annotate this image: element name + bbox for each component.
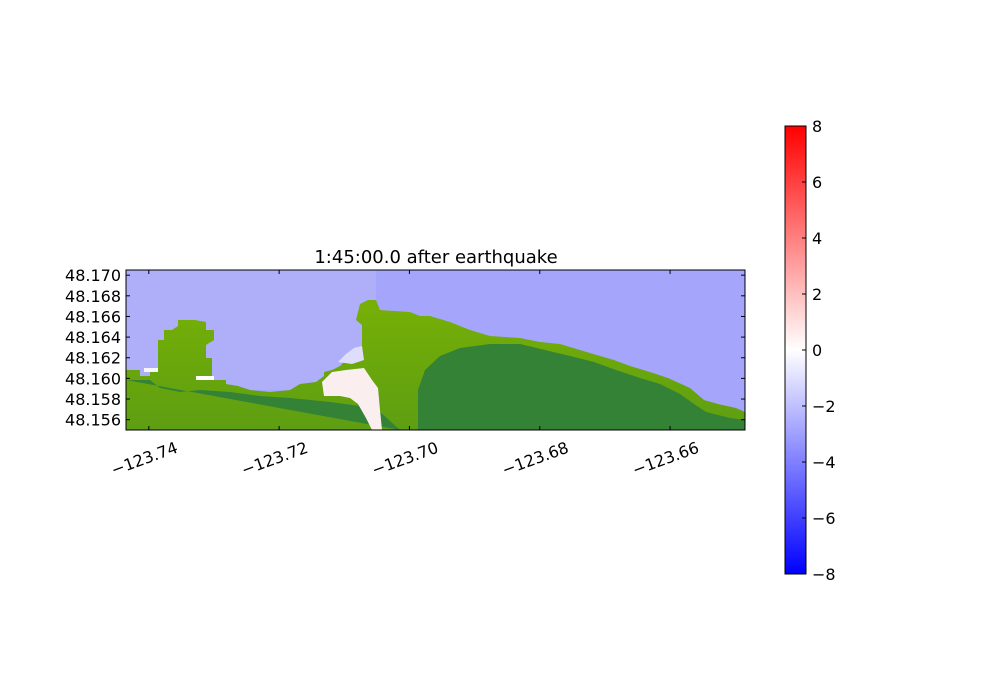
map-plot <box>125 269 746 431</box>
colorbar-tick-label: −8 <box>812 565 836 584</box>
y-tick-label: 48.170 <box>65 266 121 285</box>
chart-title: 1:45:00.0 after earthquake <box>314 247 557 268</box>
y-tick-label: 48.158 <box>65 390 121 409</box>
colorbar-tick-label: −6 <box>812 509 836 528</box>
x-tick-label: −123.72 <box>239 438 311 480</box>
y-tick-label: 48.156 <box>65 411 121 430</box>
y-tick-label: 48.168 <box>65 287 121 306</box>
colorbar-tick-label: 8 <box>812 117 822 136</box>
y-axis: 48.15648.15848.16048.16248.16448.16648.1… <box>65 266 745 430</box>
colorbar-tick-label: 2 <box>812 285 822 304</box>
colorbar-tick-label: −4 <box>812 453 836 472</box>
y-tick-label: 48.160 <box>65 369 121 388</box>
x-tick-label: −123.66 <box>630 438 702 480</box>
dry-patch-west-2 <box>196 376 214 380</box>
river-mouth-light <box>338 346 364 364</box>
plot-frame <box>125 269 746 431</box>
x-tick-label: −123.68 <box>499 438 571 480</box>
land-highland-east <box>418 344 745 430</box>
colorbar-tick-label: 4 <box>812 229 822 248</box>
x-tick-label: −123.74 <box>108 438 180 480</box>
colorbar: 8 6 4 2 0 −2 −4 −6 −8 <box>784 117 836 584</box>
y-tick-label: 48.164 <box>65 328 121 347</box>
land-highland <box>126 380 400 430</box>
dry-patch-river <box>322 368 382 430</box>
dry-patch-west <box>144 368 158 372</box>
y-tick-label: 48.162 <box>65 349 121 368</box>
colorbar-tick-label: 6 <box>812 173 822 192</box>
colorbar-tick-label: 0 <box>812 341 822 360</box>
y-tick-label: 48.166 <box>65 307 121 326</box>
colorbar-tick-label: −2 <box>812 397 836 416</box>
x-tick-label: −123.70 <box>369 438 441 480</box>
